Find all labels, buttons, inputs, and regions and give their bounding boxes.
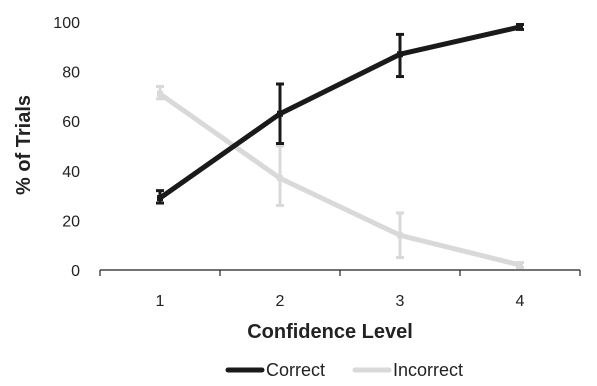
legend-label-incorrect: Incorrect <box>393 360 463 380</box>
x-tick-label: 4 <box>516 293 525 310</box>
y-tick-label: 40 <box>62 164 80 181</box>
y-tick-label: 80 <box>62 65 80 82</box>
data-point <box>517 23 523 30</box>
x-axis-title: Confidence Level <box>247 321 413 343</box>
data-point <box>277 110 283 117</box>
legend: Correct Incorrect <box>225 360 463 380</box>
data-point <box>157 90 163 97</box>
y-tick-label: 60 <box>62 114 80 131</box>
data-point <box>157 195 163 202</box>
x-tick-label: 3 <box>396 293 405 310</box>
series-line <box>157 24 523 201</box>
x-tick-label: 1 <box>156 293 165 310</box>
series-correct <box>156 22 524 205</box>
y-tick-label: 100 <box>53 15 80 32</box>
series-incorrect <box>156 84 524 270</box>
x-tick-label: 2 <box>276 293 285 310</box>
y-axis-title: % of Trials <box>13 95 35 195</box>
data-point <box>517 262 523 269</box>
y-tick-label: 20 <box>62 213 80 230</box>
series-line <box>157 91 523 268</box>
data-point <box>397 51 403 58</box>
y-tick-label: 0 <box>71 263 80 280</box>
data-point <box>277 175 283 182</box>
legend-label-correct: Correct <box>266 360 325 380</box>
data-point <box>397 232 403 239</box>
